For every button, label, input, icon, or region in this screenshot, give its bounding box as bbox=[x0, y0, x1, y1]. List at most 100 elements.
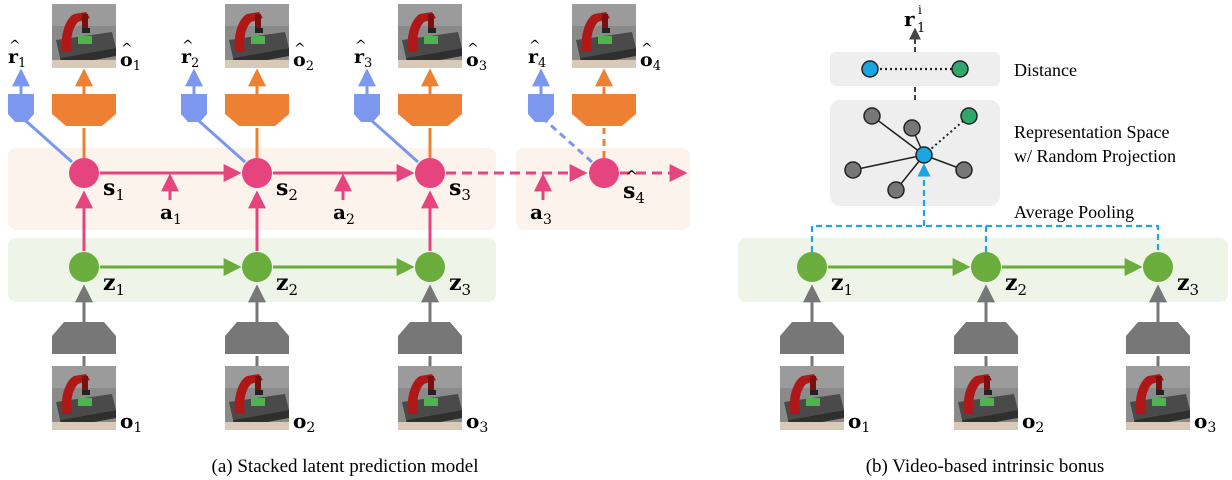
encoder-3 bbox=[398, 322, 462, 354]
b-input-image-1 bbox=[780, 366, 844, 430]
input-column-1 bbox=[52, 284, 116, 430]
svg-text:o2: o2 bbox=[1022, 409, 1044, 436]
b-z-label-3: z3 bbox=[1177, 270, 1199, 299]
svg-text:z3: z3 bbox=[1177, 270, 1199, 299]
distance-query bbox=[861, 60, 879, 78]
svg-text:z1: z1 bbox=[103, 270, 125, 299]
svg-text:z2: z2 bbox=[1005, 270, 1027, 299]
obs-decoder-2 bbox=[225, 94, 289, 126]
svg-text:o2: o2 bbox=[293, 49, 314, 74]
svg-text:r1: r1 bbox=[8, 46, 26, 71]
pred-image-3 bbox=[398, 4, 462, 68]
b-z-node-1 bbox=[797, 252, 827, 282]
input-image-2 bbox=[225, 366, 289, 430]
b-encoder-2 bbox=[954, 322, 1018, 354]
svg-text:s4: s4 bbox=[623, 178, 645, 207]
repr-query bbox=[915, 146, 933, 164]
b-encoder-3 bbox=[1126, 322, 1190, 354]
intrinsic-reward-label: r 1 i bbox=[904, 3, 925, 36]
action-label-3: a3 bbox=[530, 200, 552, 228]
pred-image-4 bbox=[572, 4, 636, 68]
svg-text:a1: a1 bbox=[160, 200, 182, 228]
z-node-1 bbox=[69, 252, 99, 282]
decoder-column-4 bbox=[528, 4, 636, 164]
input-column-3 bbox=[398, 284, 462, 430]
reward-decoder-2 bbox=[181, 94, 207, 122]
s-node-2 bbox=[242, 158, 272, 188]
action-label-2: a2 bbox=[333, 200, 355, 228]
caption-a: (a) Stacked latent prediction model bbox=[212, 456, 479, 477]
svg-text:o3: o3 bbox=[1194, 409, 1216, 436]
svg-text:o3: o3 bbox=[466, 409, 488, 436]
reward-label-1: r1^ bbox=[8, 38, 26, 71]
svg-text:o3: o3 bbox=[466, 49, 487, 74]
repr-point bbox=[887, 181, 905, 199]
b-z-label-2: z2 bbox=[1005, 270, 1027, 299]
b-z-node-2 bbox=[971, 252, 1001, 282]
distance-neighbor bbox=[951, 60, 969, 78]
svg-text:^: ^ bbox=[529, 38, 541, 54]
svg-text:^: ^ bbox=[121, 41, 133, 57]
encoder-2 bbox=[225, 322, 289, 354]
distance-label: Distance bbox=[1014, 60, 1077, 80]
obs-decoder-4 bbox=[572, 94, 636, 126]
b-input-obs-label-1: o1 bbox=[848, 409, 870, 436]
b-z-node-3 bbox=[1143, 252, 1173, 282]
s-label-1: s1 bbox=[103, 175, 125, 204]
z-node-2 bbox=[242, 252, 272, 282]
decoder-column-1 bbox=[8, 4, 116, 164]
svg-text:z1: z1 bbox=[831, 270, 853, 299]
svg-text:o1: o1 bbox=[120, 49, 141, 74]
s-node-1 bbox=[69, 158, 99, 188]
repr-point bbox=[903, 119, 921, 137]
input-image-1 bbox=[52, 366, 116, 430]
hat-mark: ^ bbox=[625, 167, 638, 186]
action-label-1: a1 bbox=[160, 200, 182, 228]
b-input-column-3 bbox=[1126, 284, 1190, 430]
svg-text:^: ^ bbox=[641, 41, 653, 57]
reward-label-3: r3^ bbox=[354, 38, 372, 71]
svg-text:^: ^ bbox=[355, 38, 367, 54]
reward-decoder-1 bbox=[8, 94, 34, 122]
svg-text:1: 1 bbox=[917, 21, 925, 36]
svg-text:o1: o1 bbox=[848, 409, 870, 436]
input-obs-label-2: o2 bbox=[293, 409, 315, 436]
repr-point bbox=[863, 107, 881, 125]
pred-obs-label-1: o1^ bbox=[120, 41, 141, 74]
arrow-s4-rew-dec bbox=[545, 119, 593, 164]
arrow-s3-rew-dec bbox=[371, 119, 419, 164]
arrow-s2-rew-dec bbox=[198, 119, 246, 164]
z-label-1: z1 bbox=[103, 270, 125, 299]
b-z-label-1: z1 bbox=[831, 270, 853, 299]
svg-text:o2: o2 bbox=[293, 409, 315, 436]
panel-a: s1 s2 s3 s4 ^ z1 z2 z3 a1 a2 a3 r1^ r2^ … bbox=[8, 4, 690, 477]
pooling-connector bbox=[810, 224, 1160, 252]
input-image-3 bbox=[398, 366, 462, 430]
svg-text:a2: a2 bbox=[333, 200, 355, 228]
z-label-2: z2 bbox=[276, 270, 298, 299]
decoder-column-2 bbox=[181, 4, 289, 164]
svg-text:^: ^ bbox=[182, 38, 194, 54]
reward-decoder-4 bbox=[528, 94, 554, 122]
panel-b: r 1 i Distance Representation Space w/ R… bbox=[738, 3, 1228, 477]
svg-text:o4: o4 bbox=[640, 49, 661, 74]
reward-label-4: r4^ bbox=[528, 38, 546, 71]
b-encoder-1 bbox=[780, 322, 844, 354]
pred-obs-label-3: o3^ bbox=[466, 41, 487, 74]
b-input-column-1 bbox=[780, 284, 844, 430]
repr-neighbor bbox=[960, 107, 978, 125]
repr-label-line1: Representation Space bbox=[1014, 122, 1169, 142]
input-obs-label-3: o3 bbox=[466, 409, 488, 436]
input-obs-label-1: o1 bbox=[120, 409, 142, 436]
reward-label-2: r2^ bbox=[181, 38, 199, 71]
repr-box bbox=[830, 100, 1000, 206]
svg-text:^: ^ bbox=[294, 41, 306, 57]
z-label-3: z3 bbox=[449, 270, 471, 299]
reward-decoder-3 bbox=[354, 94, 380, 122]
repr-point bbox=[955, 161, 973, 179]
distance-graph bbox=[861, 60, 969, 78]
svg-text:^: ^ bbox=[9, 38, 21, 54]
svg-text:z2: z2 bbox=[276, 270, 298, 299]
repr-point bbox=[844, 161, 862, 179]
